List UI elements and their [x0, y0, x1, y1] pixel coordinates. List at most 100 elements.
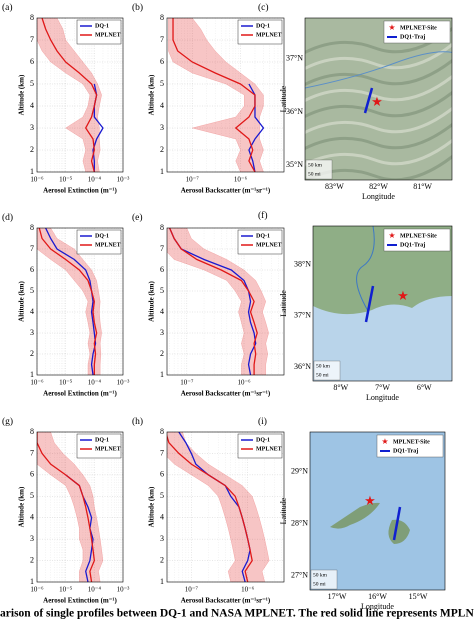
lon-label: 6°W	[417, 383, 432, 392]
x-tick-label: 10⁻⁶	[30, 176, 44, 184]
panel-label: (b)	[132, 2, 143, 13]
error-band	[167, 432, 270, 582]
y-tick-label: 4	[160, 101, 164, 110]
plot-content	[37, 228, 102, 375]
legend-label: MPLNET	[95, 32, 121, 38]
legend-label: DQ-1	[256, 23, 270, 29]
map-content: ★	[305, 18, 452, 180]
y-tick-label: 8	[30, 427, 34, 436]
y-tick-label: 3	[160, 123, 164, 132]
y-tick-label: 5	[30, 79, 34, 88]
lat-label: 35°N	[286, 160, 303, 169]
x-tick-label: 10⁻⁵	[59, 586, 73, 594]
y-tick-label: 8	[30, 13, 34, 22]
y-tick-label: 4	[30, 513, 34, 522]
panel-label: (e)	[132, 212, 143, 223]
legend-label: DQ-1	[256, 437, 270, 443]
lat-label: 37°N	[294, 311, 311, 320]
legend-label: DQ1-Traj	[400, 34, 425, 40]
legend-label: DQ1-Traj	[400, 242, 425, 248]
plot-content	[168, 18, 265, 172]
lat-label: 27°N	[291, 571, 308, 580]
y-tick-label: 5	[160, 286, 164, 295]
y-tick-label: 2	[30, 145, 34, 154]
ridge	[305, 106, 452, 135]
y-tick-label: 7	[30, 448, 34, 457]
plot-content	[167, 432, 270, 582]
map-y-label: Latitude	[279, 290, 288, 317]
lat-label: 28°N	[291, 518, 308, 527]
lon-label: 81°W	[413, 182, 432, 191]
y-tick-label: 6	[30, 470, 34, 479]
x-tick-label: 10⁻⁴	[88, 586, 102, 594]
scale-box	[310, 569, 338, 590]
legend-box	[76, 19, 122, 45]
map-legend-box	[376, 434, 444, 458]
site-marker: ★	[371, 94, 383, 109]
y-tick-label: 8	[30, 223, 34, 232]
y-tick-label: 2	[160, 145, 164, 154]
plot-content	[167, 228, 269, 375]
legend-box	[237, 433, 283, 459]
legend-marker: ★	[388, 231, 395, 240]
lat-label: 29°N	[291, 466, 308, 475]
ridge	[305, 58, 452, 87]
y-tick-label: 1	[160, 577, 164, 586]
y-tick-label: 4	[160, 513, 164, 522]
axes-frame	[36, 431, 124, 583]
error-band	[37, 18, 102, 172]
lat-label: 36°N	[286, 107, 303, 116]
x-tick-label: 10⁻⁵	[59, 176, 73, 184]
y-tick-label: 3	[30, 328, 34, 337]
panel-label: (h)	[132, 416, 143, 427]
map-content: ★	[310, 432, 445, 590]
legend-label: MPLNET	[95, 242, 121, 248]
trajectory	[364, 285, 375, 323]
island	[330, 502, 380, 529]
legend-label: MPLNET-Site	[400, 233, 437, 239]
y-tick-label: 4	[160, 307, 164, 316]
scale-label: 50 mi	[316, 372, 329, 378]
legend-label: DQ-1	[95, 437, 109, 443]
legend-label: DQ-1	[256, 233, 270, 239]
panel-label: (a)	[2, 2, 13, 13]
panel-label: (c)	[258, 2, 269, 13]
x-tick-label: 10⁻⁶	[234, 176, 248, 184]
legend-label: MPLNET-Site	[393, 439, 430, 445]
site-marker: ★	[364, 493, 376, 508]
scale-label: 50 mi	[308, 171, 321, 177]
y-tick-label: 6	[160, 470, 164, 479]
scale-label: 50 mi	[313, 581, 326, 587]
x-axis-label: Aerosol Extinction (m⁻¹)	[43, 390, 117, 398]
panel-label: (f)	[258, 210, 268, 221]
scale-label: 50 km	[316, 363, 331, 369]
lon-label: 15°W	[409, 592, 428, 601]
y-tick-label: 7	[160, 244, 164, 253]
y-tick-label: 7	[30, 35, 34, 44]
map-x-label: Longitude	[362, 192, 395, 201]
series-line	[172, 18, 256, 172]
panel-label: (d)	[2, 212, 13, 223]
plot-content	[37, 18, 104, 172]
sea	[310, 432, 445, 590]
y-tick-label: 1	[160, 167, 164, 176]
x-tick-label: 10⁻³	[117, 176, 130, 184]
y-tick-label: 2	[30, 555, 34, 564]
y-axis-label: Altitude (km)	[148, 74, 156, 115]
y-tick-label: 1	[30, 370, 34, 379]
lat-label: 38°N	[294, 260, 311, 269]
map-x-label: Longitude	[366, 393, 399, 402]
x-tick-label: 10⁻⁶	[237, 379, 251, 387]
legend-label: MPLNET	[256, 32, 282, 38]
x-axis-label: Aerosol Extinction (m⁻¹)	[43, 597, 117, 605]
y-tick-label: 2	[160, 555, 164, 564]
x-tick-label: 10⁻⁷	[185, 586, 199, 594]
axes-frame	[166, 227, 285, 376]
ridge	[305, 74, 452, 103]
y-tick-label: 3	[30, 123, 34, 132]
x-tick-label: 10⁻⁵	[59, 379, 73, 387]
map-y-label: Latitude	[279, 85, 288, 112]
y-tick-label: 8	[160, 427, 164, 436]
y-tick-label: 5	[160, 491, 164, 500]
